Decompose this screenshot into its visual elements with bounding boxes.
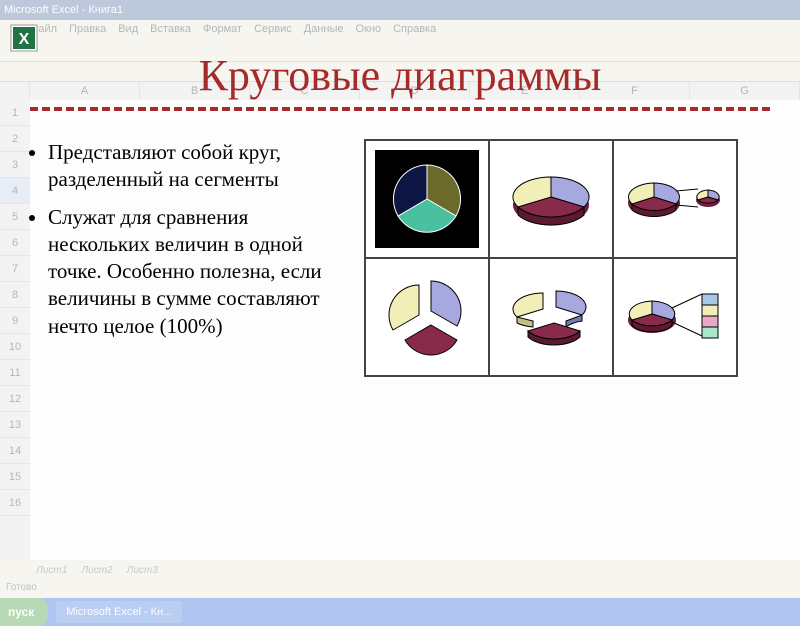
taskbar-item-label: Microsoft Excel - Кн... xyxy=(66,606,172,618)
pie-flat-selected[interactable] xyxy=(365,140,489,258)
pie-3d[interactable] xyxy=(489,140,613,258)
taskbar-item[interactable]: Microsoft Excel - Кн... xyxy=(56,601,182,623)
bullet-item: Служат для сравнения нескольких величин … xyxy=(48,204,340,340)
title-divider xyxy=(30,107,770,111)
pie-of-pie[interactable] xyxy=(613,140,737,258)
start-label: пуск xyxy=(8,605,34,619)
slide-content: Круговые диаграммы Представляют собой кр… xyxy=(0,0,800,600)
pie-exploded[interactable] xyxy=(365,258,489,376)
bar-of-pie[interactable] xyxy=(613,258,737,376)
start-button[interactable]: пуск xyxy=(0,598,48,626)
pie-3d-exploded[interactable] xyxy=(489,258,613,376)
bullet-list: Представляют собой круг, разделенный на … xyxy=(30,139,340,377)
pie-chart-gallery xyxy=(364,139,738,377)
bullet-item: Представляют собой круг, разделенный на … xyxy=(48,139,340,194)
taskbar: пуск Microsoft Excel - Кн... xyxy=(0,598,800,626)
slide-title: Круговые диаграммы xyxy=(30,50,770,101)
